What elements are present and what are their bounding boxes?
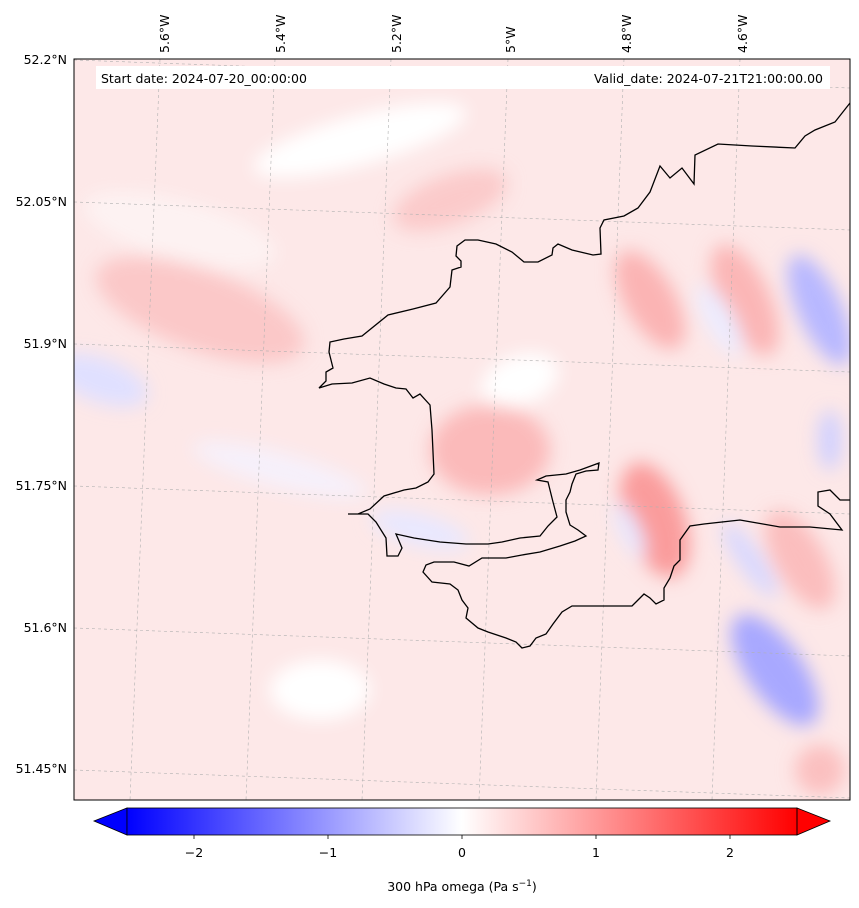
colorbar-tick: 1 bbox=[592, 845, 600, 860]
lon-label: 5°W bbox=[503, 26, 518, 53]
lon-label: 5.4°W bbox=[273, 15, 288, 54]
header-box bbox=[96, 66, 830, 89]
lat-label: 51.6°N bbox=[24, 620, 67, 635]
colorbar-min-extend bbox=[92, 807, 128, 836]
colorbar: −2 −1 0 1 2 300 hPa omega (Pa s−1) bbox=[92, 807, 832, 894]
colorbar-label-main: 300 hPa omega (Pa s bbox=[387, 879, 518, 894]
lat-label: 51.9°N bbox=[24, 336, 67, 351]
colorbar-gradient bbox=[127, 808, 797, 835]
lat-label: 52.2°N bbox=[24, 52, 67, 67]
valid-date-label: Valid_date: 2024-07-21T21:00:00.00 bbox=[594, 71, 823, 86]
colorbar-tick: 2 bbox=[726, 845, 734, 860]
colorbar-tick: 0 bbox=[458, 845, 466, 860]
colorbar-tick: −1 bbox=[319, 845, 337, 860]
coastline bbox=[318, 102, 850, 649]
gridlines bbox=[74, 59, 850, 800]
lon-label: 5.6°W bbox=[157, 15, 172, 54]
omega-field bbox=[74, 59, 850, 800]
colorbar-label: 300 hPa omega (Pa s−1) bbox=[387, 879, 537, 894]
latitude-labels: 52.2°N 52.05°N 51.9°N 51.75°N 51.6°N 51.… bbox=[16, 52, 67, 776]
lon-label: 5.2°W bbox=[389, 15, 404, 54]
lon-label: 4.6°W bbox=[735, 15, 750, 54]
longitude-labels: 5.6°W 5.4°W 5.2°W 5°W 4.8°W 4.6°W bbox=[157, 15, 750, 54]
lat-label: 52.05°N bbox=[16, 194, 67, 209]
lat-label: 51.75°N bbox=[16, 478, 67, 493]
plot-frame bbox=[73, 58, 851, 801]
colorbar-tick: −2 bbox=[185, 845, 203, 860]
start-date-label: Start date: 2024-07-20_00:00:00 bbox=[101, 71, 307, 86]
colorbar-label-end: ) bbox=[532, 879, 537, 894]
colorbar-max-extend bbox=[796, 807, 832, 836]
colorbar-label-exp: −1 bbox=[519, 879, 532, 889]
lon-label: 4.8°W bbox=[619, 15, 634, 54]
lat-label: 51.45°N bbox=[16, 761, 67, 776]
